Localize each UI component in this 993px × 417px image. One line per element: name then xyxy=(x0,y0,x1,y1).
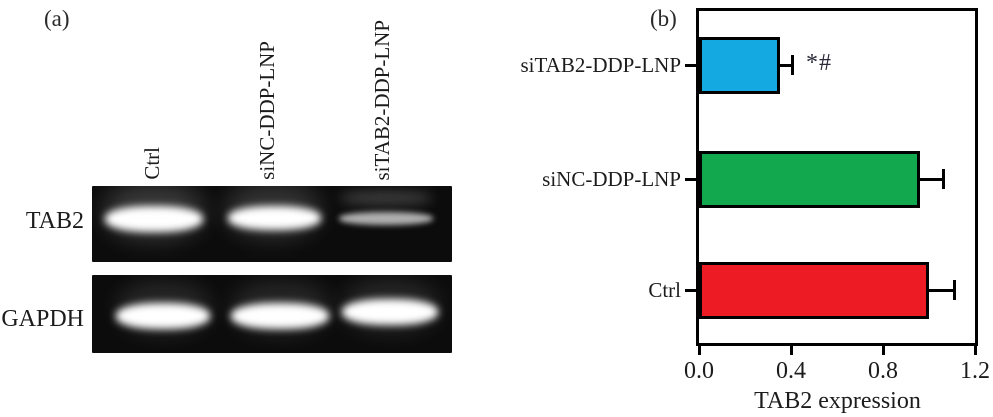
error-bar-cap xyxy=(790,55,794,75)
x-axis-tick xyxy=(881,346,885,355)
bar-sinc-ddp-lnp xyxy=(699,150,920,208)
x-tick-label: 0.0 xyxy=(684,358,714,384)
error-bar-line xyxy=(780,63,792,67)
gel-band-gapdh-ctrl xyxy=(116,303,210,329)
significance-annotation: *# xyxy=(806,50,832,76)
x-tick-label: 0.4 xyxy=(776,358,806,384)
bar-ctrl xyxy=(699,261,929,319)
lane-label-sitab2-ddp-lnp: siTAB2-DDP-LNP xyxy=(370,19,394,181)
x-tick-label: 0.8 xyxy=(868,358,898,384)
gel-band-tab2-ctrl xyxy=(105,206,203,232)
y-category-label-sinc-ddp-lnp: siNC-DDP-LNP xyxy=(542,167,681,191)
gel-band-gapdh-sitab2 xyxy=(342,299,438,325)
x-axis-tick xyxy=(973,346,977,355)
gel-band-smear xyxy=(340,191,432,205)
error-bar-line xyxy=(929,288,954,292)
x-tick-label: 1.2 xyxy=(960,358,990,384)
gel-row-label-tab2: TAB2 xyxy=(25,208,84,234)
lane-label-ctrl: Ctrl xyxy=(140,147,164,180)
x-axis-tick xyxy=(789,346,793,355)
y-axis-tick xyxy=(685,178,697,181)
y-axis-tick xyxy=(685,289,697,292)
y-axis-tick xyxy=(685,64,697,67)
panel-a-label: (a) xyxy=(44,6,70,31)
x-axis-tick xyxy=(697,346,701,355)
bar-sitab2-ddp-lnp xyxy=(699,36,780,94)
gel-band-tab2-sitab2 xyxy=(339,212,433,225)
y-category-label-ctrl: Ctrl xyxy=(648,278,681,302)
bar-chart-plot-area: *# xyxy=(696,8,978,346)
y-category-label-sitab2-ddp-lnp: siTAB2-DDP-LNP xyxy=(520,53,682,77)
error-bar-line xyxy=(920,177,943,181)
error-bar-cap xyxy=(941,169,945,189)
error-bar-cap xyxy=(952,280,956,300)
panel-b-label: (b) xyxy=(650,6,677,31)
gel-strip-tab2 xyxy=(92,186,452,262)
gel-strip-gapdh xyxy=(92,275,452,353)
gel-row-label-gapdh: GAPDH xyxy=(1,306,84,332)
gel-band-gapdh-sinc xyxy=(231,303,329,329)
gel-band-tab2-sinc xyxy=(228,206,321,230)
lane-label-sinc-ddp-lnp: siNC-DDP-LNP xyxy=(255,41,279,180)
x-axis-title: TAB2 expression xyxy=(754,388,921,414)
